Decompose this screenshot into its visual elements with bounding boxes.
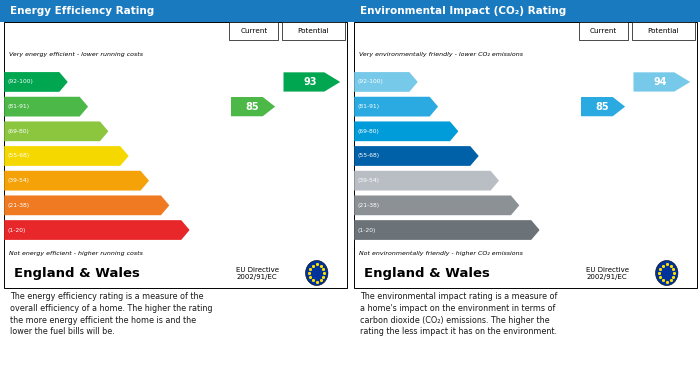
Text: (92-100): (92-100) — [358, 79, 384, 84]
Text: (39-54): (39-54) — [358, 178, 379, 183]
Text: A: A — [67, 77, 76, 87]
Text: (92-100): (92-100) — [8, 79, 34, 84]
Text: England & Wales: England & Wales — [14, 267, 140, 280]
Text: G: G — [188, 225, 197, 235]
Text: C: C — [458, 126, 466, 136]
Text: Not environmentally friendly - higher CO₂ emissions: Not environmentally friendly - higher CO… — [358, 251, 523, 256]
FancyArrow shape — [354, 146, 479, 166]
FancyArrow shape — [4, 171, 149, 190]
Bar — [4, 22, 346, 288]
Text: EU Directive
2002/91/EC: EU Directive 2002/91/EC — [587, 267, 629, 280]
Text: 85: 85 — [246, 102, 259, 112]
FancyArrow shape — [4, 220, 190, 240]
FancyArrow shape — [354, 171, 499, 190]
Text: (55-68): (55-68) — [8, 154, 30, 158]
FancyArrow shape — [4, 122, 108, 141]
Text: (21-38): (21-38) — [8, 203, 30, 208]
Text: (55-68): (55-68) — [358, 154, 380, 158]
Text: The environmental impact rating is a measure of
a home's impact on the environme: The environmental impact rating is a mea… — [360, 292, 558, 336]
Text: 85: 85 — [596, 102, 609, 112]
Text: G: G — [538, 225, 547, 235]
Text: Very environmentally friendly - lower CO₂ emissions: Very environmentally friendly - lower CO… — [358, 52, 523, 57]
FancyArrow shape — [354, 122, 458, 141]
Text: F: F — [519, 200, 526, 210]
FancyArrow shape — [581, 97, 625, 116]
Text: (69-80): (69-80) — [358, 129, 379, 134]
Circle shape — [655, 260, 678, 285]
Text: A: A — [417, 77, 426, 87]
FancyArrow shape — [231, 97, 275, 116]
Bar — [580, 22, 629, 40]
FancyArrow shape — [4, 196, 169, 215]
FancyArrow shape — [4, 72, 68, 92]
Text: 93: 93 — [304, 77, 318, 87]
Text: C: C — [108, 126, 116, 136]
Text: Current: Current — [240, 28, 267, 34]
Text: B: B — [438, 102, 446, 112]
Bar — [350, 0, 700, 22]
Text: D: D — [477, 151, 486, 161]
Text: Very energy efficient - lower running costs: Very energy efficient - lower running co… — [8, 52, 143, 57]
FancyArrow shape — [354, 196, 519, 215]
Text: The energy efficiency rating is a measure of the
overall efficiency of a home. T: The energy efficiency rating is a measur… — [10, 292, 213, 336]
Text: F: F — [169, 200, 176, 210]
Text: England & Wales: England & Wales — [364, 267, 490, 280]
Text: Potential: Potential — [648, 28, 679, 34]
Bar — [0, 0, 350, 22]
Text: Current: Current — [590, 28, 617, 34]
FancyArrow shape — [354, 97, 438, 117]
Circle shape — [305, 260, 328, 285]
Text: E: E — [498, 176, 506, 186]
Text: Energy Efficiency Rating: Energy Efficiency Rating — [10, 6, 155, 16]
FancyArrow shape — [354, 220, 540, 240]
Text: 94: 94 — [654, 77, 668, 87]
Text: (39-54): (39-54) — [8, 178, 29, 183]
Bar — [281, 22, 344, 40]
Text: (81-91): (81-91) — [358, 104, 380, 109]
Bar — [354, 22, 696, 288]
Text: D: D — [127, 151, 136, 161]
Text: Potential: Potential — [298, 28, 329, 34]
Bar — [230, 22, 279, 40]
Text: (69-80): (69-80) — [8, 129, 29, 134]
Text: EU Directive
2002/91/EC: EU Directive 2002/91/EC — [237, 267, 279, 280]
Text: (1-20): (1-20) — [358, 228, 376, 233]
Text: Environmental Impact (CO₂) Rating: Environmental Impact (CO₂) Rating — [360, 6, 567, 16]
Text: Not energy efficient - higher running costs: Not energy efficient - higher running co… — [8, 251, 143, 256]
FancyArrow shape — [4, 146, 129, 166]
Text: (1-20): (1-20) — [8, 228, 26, 233]
FancyArrow shape — [4, 97, 88, 117]
FancyArrow shape — [284, 72, 340, 91]
FancyArrow shape — [354, 72, 418, 92]
Text: E: E — [148, 176, 156, 186]
FancyArrow shape — [634, 72, 690, 91]
Text: B: B — [88, 102, 96, 112]
Text: (81-91): (81-91) — [8, 104, 30, 109]
Bar — [631, 22, 694, 40]
Text: (21-38): (21-38) — [358, 203, 380, 208]
